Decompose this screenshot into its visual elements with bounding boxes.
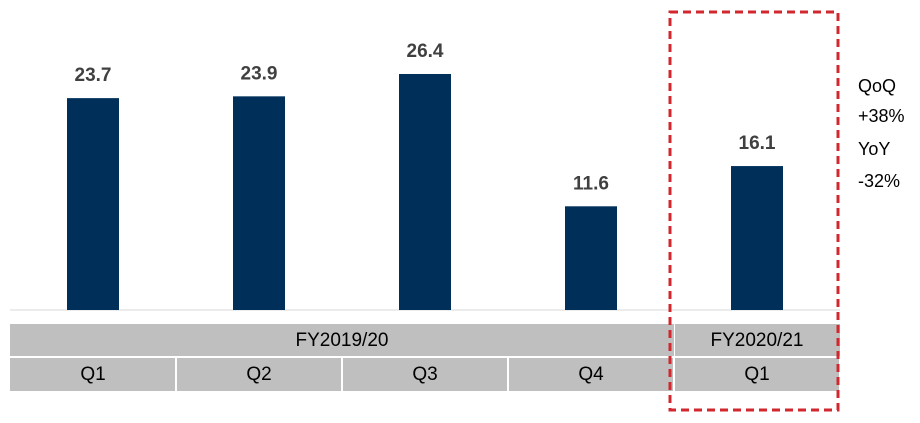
data-label: 26.4 — [407, 41, 444, 62]
group-cell — [10, 324, 674, 356]
annotation: QoQ — [858, 76, 896, 96]
data-label: 16.1 — [739, 133, 776, 154]
category-cell — [343, 358, 507, 391]
category-cell — [509, 358, 673, 391]
x-tick-label: Q4 — [578, 364, 604, 385]
data-label: 11.6 — [573, 173, 609, 194]
x-tick-label: Q1 — [744, 364, 769, 385]
highlight-box — [668, 10, 840, 412]
bar — [565, 206, 617, 310]
x-tick-label: Q3 — [412, 364, 437, 385]
annotation: -32% — [858, 171, 900, 191]
data-label: 23.7 — [75, 65, 112, 86]
annotation: YoY — [858, 139, 890, 159]
bar — [233, 96, 285, 310]
bar — [399, 73, 451, 310]
bar — [67, 98, 119, 310]
category-cell — [10, 358, 175, 391]
x-tick-label: Q1 — [80, 364, 105, 385]
annotation: +38% — [858, 106, 905, 126]
data-label: 23.9 — [241, 63, 278, 84]
x-tick-label: Q2 — [246, 364, 271, 385]
group-cell — [675, 324, 840, 356]
group-label: FY2020/21 — [711, 330, 804, 351]
group-label: FY2019/20 — [296, 330, 389, 351]
bar — [731, 166, 783, 310]
category-cell — [177, 358, 341, 391]
category-cell — [675, 358, 839, 391]
